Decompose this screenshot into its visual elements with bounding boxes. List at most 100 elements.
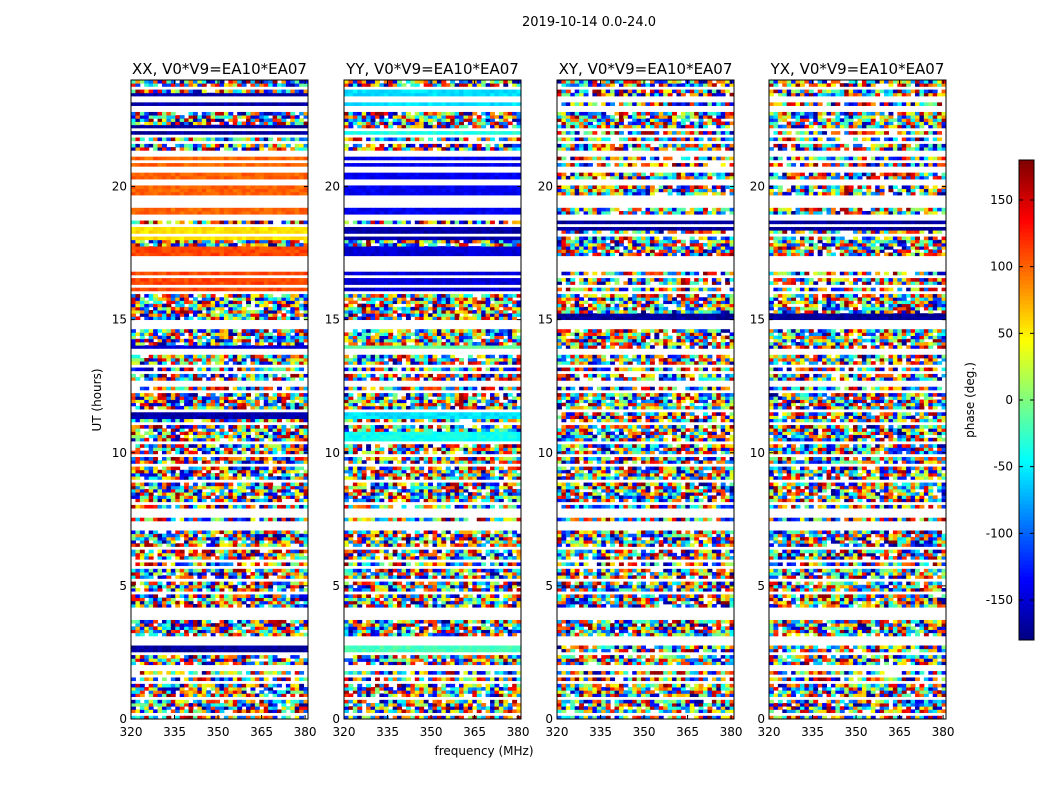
phase-cell — [184, 90, 189, 94]
phase-cell — [286, 122, 291, 126]
phase-cell — [281, 646, 286, 650]
phase-cell — [415, 706, 420, 710]
phase-cell — [299, 428, 304, 432]
phase-cell — [180, 144, 185, 148]
phase-cell — [189, 530, 194, 534]
phase-cell — [503, 693, 508, 697]
phase-cell — [286, 281, 291, 285]
phase-cell — [206, 122, 211, 126]
phase-cell — [175, 288, 180, 292]
phase-cell — [268, 419, 273, 423]
phase-cell — [215, 342, 220, 346]
phase-cell — [162, 601, 167, 605]
phase-cell — [211, 310, 216, 314]
phase-cell — [246, 304, 251, 308]
phase-cell — [286, 633, 291, 637]
phase-cell — [242, 297, 247, 301]
phase-cell — [246, 585, 251, 589]
phase-cell — [211, 189, 216, 193]
phase-cell — [220, 661, 225, 665]
phase-cell — [268, 499, 273, 503]
phase-cell — [233, 677, 238, 681]
phase-cell — [135, 377, 140, 381]
phase-cell — [259, 387, 264, 391]
phase-cell — [149, 460, 154, 464]
phase-cell — [264, 192, 269, 196]
phase-cell — [158, 221, 163, 225]
phase-cell — [149, 684, 154, 688]
phase-cell — [290, 598, 295, 602]
phase-cell — [180, 575, 185, 579]
phase-cell — [228, 556, 233, 560]
phase-cell — [140, 499, 145, 503]
phase-cell — [286, 393, 291, 397]
phase-cell — [273, 329, 278, 333]
phase-cell — [162, 476, 167, 480]
phase-cell — [149, 278, 154, 282]
phase-cell — [264, 294, 269, 298]
phase-cell — [197, 272, 202, 276]
phase-cell — [175, 671, 180, 675]
phase-cell — [259, 534, 264, 538]
phase-cell — [149, 661, 154, 665]
phase-cell — [140, 211, 145, 215]
phase-cell — [166, 332, 171, 336]
phase-cell — [197, 601, 202, 605]
phase-cell — [149, 473, 154, 477]
phase-cell — [189, 102, 194, 106]
phase-cell — [242, 138, 247, 142]
phase-cell — [149, 393, 154, 397]
phase-cell — [211, 473, 216, 477]
phase-cell — [211, 243, 216, 247]
phase-cell — [175, 246, 180, 250]
phase-cell — [299, 499, 304, 503]
phase-cell — [153, 131, 158, 135]
phase-cell — [246, 444, 251, 448]
phase-cell — [215, 684, 220, 688]
phase-cell — [295, 604, 300, 608]
phase-cell — [211, 585, 216, 589]
phase-cell — [202, 230, 207, 234]
phase-cell — [144, 483, 149, 487]
phase-cell — [264, 297, 269, 301]
phase-cell — [202, 425, 207, 429]
phase-cell — [135, 243, 140, 247]
phase-cell — [184, 131, 189, 135]
phase-cell — [162, 342, 167, 346]
phase-cell — [211, 671, 216, 675]
phase-cell — [233, 451, 238, 455]
phase-cell — [295, 125, 300, 129]
phase-cell — [224, 483, 229, 487]
phase-cell — [228, 476, 233, 480]
phase-cell — [246, 93, 251, 97]
phase-cell — [277, 476, 282, 480]
phase-cell — [166, 288, 171, 292]
phase-cell — [299, 486, 304, 490]
phase-cell — [171, 550, 176, 554]
phase-cell — [281, 227, 286, 231]
phase-cell — [175, 460, 180, 464]
phase-cell — [295, 598, 300, 602]
phase-cell — [295, 438, 300, 442]
phase-cell — [242, 492, 247, 496]
phase-cell — [228, 288, 233, 292]
phase-cell — [490, 690, 495, 694]
phase-cell — [211, 144, 216, 148]
phase-cell — [189, 655, 194, 659]
phase-cell — [158, 700, 163, 704]
phase-cell — [135, 467, 140, 471]
phase-cell — [162, 211, 167, 215]
phase-cell — [246, 400, 251, 404]
phase-cell — [171, 93, 176, 97]
phase-cell — [140, 709, 145, 713]
phase-cell — [228, 102, 233, 106]
phase-cell — [273, 598, 278, 602]
phase-cell — [290, 518, 295, 522]
phase-cell — [250, 83, 255, 87]
phase-cell — [202, 585, 207, 589]
phase-cell — [153, 345, 158, 349]
phase-cell — [406, 687, 411, 691]
phase-cell — [366, 684, 371, 688]
phase-cell — [197, 93, 202, 97]
phase-cell — [153, 300, 158, 304]
